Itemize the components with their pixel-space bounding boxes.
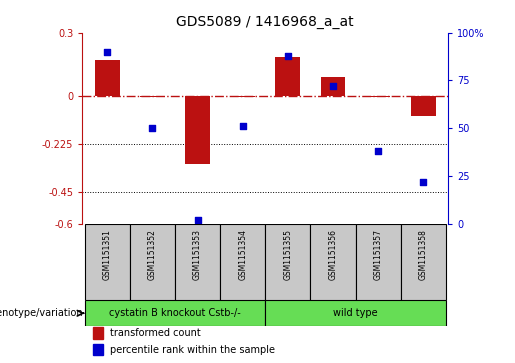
Bar — [401, 224, 446, 301]
Point — [148, 125, 157, 131]
Bar — [220, 224, 265, 301]
Text: GSM1151357: GSM1151357 — [373, 229, 383, 280]
Point — [419, 179, 427, 185]
Bar — [320, 77, 346, 97]
Bar — [230, 97, 255, 98]
Bar — [175, 224, 220, 301]
Bar — [84, 224, 130, 301]
Bar — [140, 97, 165, 98]
Text: percentile rank within the sample: percentile rank within the sample — [110, 345, 275, 355]
Point — [374, 148, 382, 154]
Text: GSM1151354: GSM1151354 — [238, 229, 247, 280]
Point — [103, 49, 111, 55]
Text: cystatin B knockout Cstb-/-: cystatin B knockout Cstb-/- — [109, 308, 241, 318]
Bar — [411, 97, 436, 115]
Bar — [355, 224, 401, 301]
Text: GSM1151351: GSM1151351 — [102, 229, 112, 280]
Bar — [84, 301, 265, 326]
Bar — [265, 224, 311, 301]
Bar — [93, 327, 102, 339]
Bar — [265, 301, 446, 326]
Bar — [311, 224, 355, 301]
Text: GSM1151358: GSM1151358 — [419, 229, 428, 280]
Point — [284, 53, 292, 58]
Bar — [130, 224, 175, 301]
Bar — [185, 97, 210, 164]
Point — [194, 217, 202, 223]
Point — [329, 83, 337, 89]
Text: GSM1151356: GSM1151356 — [329, 229, 337, 280]
Bar — [276, 57, 300, 97]
Bar — [366, 97, 390, 98]
Bar — [93, 344, 102, 355]
Text: GSM1151353: GSM1151353 — [193, 229, 202, 280]
Point — [238, 123, 247, 129]
Text: GSM1151352: GSM1151352 — [148, 229, 157, 280]
Text: GSM1151355: GSM1151355 — [283, 229, 293, 280]
Text: genotype/variation: genotype/variation — [0, 308, 83, 318]
Bar — [95, 60, 119, 97]
Title: GDS5089 / 1416968_a_at: GDS5089 / 1416968_a_at — [177, 15, 354, 29]
Text: wild type: wild type — [333, 308, 378, 318]
Text: transformed count: transformed count — [110, 329, 200, 338]
